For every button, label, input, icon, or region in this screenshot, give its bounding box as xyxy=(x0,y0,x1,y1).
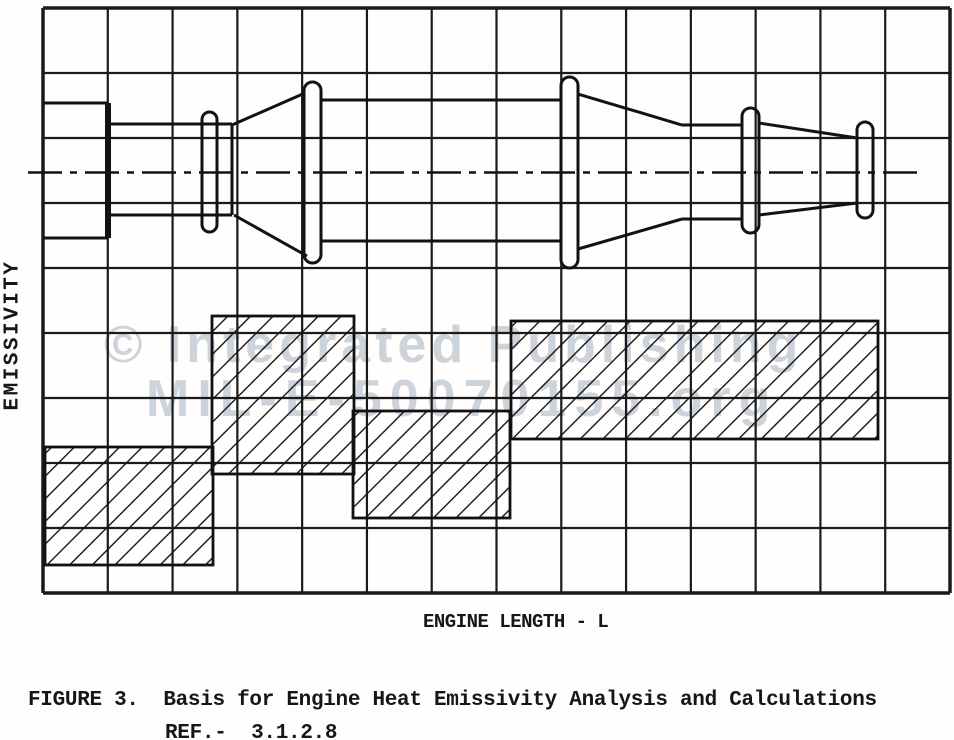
y-axis-label: EMISSIVITY xyxy=(1,259,25,411)
figure-caption-line-1: FIGURE 3. Basis for Engine Heat Emissivi… xyxy=(28,689,877,712)
x-axis-label: ENGINE LENGTH - L xyxy=(423,611,609,633)
emissivity-bar xyxy=(509,319,880,441)
engine-outline-line xyxy=(577,217,683,251)
engine-outline-line xyxy=(577,92,683,127)
engine-outline xyxy=(28,75,918,270)
engine-outline-line xyxy=(758,121,858,140)
engine-outline-line xyxy=(231,91,306,127)
engine-outline-line xyxy=(758,201,858,217)
figure-caption-ref-line: REF.- 3.1.2.8 xyxy=(165,722,338,740)
emissivity-bar xyxy=(43,445,215,567)
emissivity-bar xyxy=(351,409,512,520)
engine-flange-ring xyxy=(740,106,761,235)
emissivity-bars xyxy=(43,314,880,567)
engine-outline-line xyxy=(233,213,308,258)
engine-flange-ring xyxy=(855,120,875,220)
emissivity-bar xyxy=(210,314,356,476)
